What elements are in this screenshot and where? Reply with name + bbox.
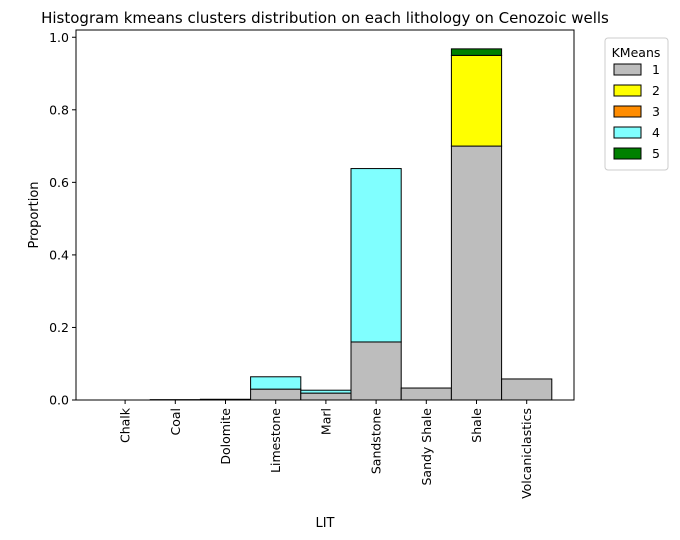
- bar-shale-cluster-5: [450, 48, 503, 56]
- x-axis: Chalk Coal Dolomite Limestone Marl Sandstone S…: [118, 400, 534, 499]
- legend-label-5: 5: [652, 146, 660, 161]
- y-tick-label: 0.2: [49, 320, 69, 335]
- bar-sandstone-cluster-4: [350, 168, 402, 343]
- legend-swatch-5: [613, 147, 642, 160]
- bar-limestone-cluster-1: [250, 388, 302, 401]
- x-tick-label-chalk: Chalk: [118, 407, 133, 443]
- y-tick-label: 0.4: [49, 247, 69, 262]
- bar-shale-cluster-1: [450, 145, 503, 401]
- x-tick-label-marl: Marl: [318, 408, 333, 435]
- bar-sandstone-cluster-1: [350, 341, 402, 401]
- legend-label-3: 3: [652, 104, 660, 119]
- x-tick-label-volcaniclastics: Volcaniclastics: [519, 408, 534, 499]
- plot-frame: [75, 29, 575, 401]
- bar-marl-cluster-1: [300, 392, 352, 401]
- y-tick-label: 0.0: [49, 393, 69, 408]
- legend-label-1: 1: [652, 62, 660, 77]
- chart-title: Histogram kmeans clusters distribution o…: [41, 9, 609, 27]
- x-tick-label-coal: Coal: [168, 408, 183, 436]
- bar-stacks: [149, 48, 553, 401]
- legend-title: KMeans: [612, 45, 661, 60]
- y-tick-label: 0.8: [49, 102, 69, 117]
- legend-swatch-2: [613, 84, 642, 97]
- x-tick-label-dolomite: Dolomite: [218, 408, 233, 465]
- bar-volcaniclastics-cluster-1: [501, 378, 553, 401]
- legend-label-2: 2: [652, 83, 660, 98]
- x-tick-label-shale: Shale: [469, 408, 484, 443]
- bar-shale-cluster-2: [450, 54, 503, 147]
- bar-sandy-shale-cluster-1: [400, 387, 452, 401]
- y-tick-label: 0.6: [49, 175, 69, 190]
- legend-items: 1 2 3 4 5: [613, 62, 660, 161]
- bar-marl-cluster-4: [300, 389, 352, 394]
- bar-limestone-cluster-4: [250, 376, 302, 390]
- x-tick-label-sandy-shale: Sandy Shale: [419, 408, 434, 486]
- legend-swatch-1: [613, 63, 642, 76]
- x-axis-label: LIT: [315, 516, 334, 531]
- legend: KMeans 1 2 3 4 5: [604, 37, 669, 171]
- y-axis: 0.0 0.2 0.4 0.6 0.8 1.0: [49, 30, 76, 408]
- y-tick-label: 1.0: [49, 30, 69, 45]
- y-axis-label: Proportion: [27, 181, 42, 248]
- x-tick-label-limestone: Limestone: [268, 408, 283, 473]
- x-tick-label-sandstone: Sandstone: [369, 408, 384, 474]
- legend-swatch-3: [613, 105, 642, 118]
- legend-label-4: 4: [652, 125, 660, 140]
- legend-swatch-4: [613, 126, 642, 139]
